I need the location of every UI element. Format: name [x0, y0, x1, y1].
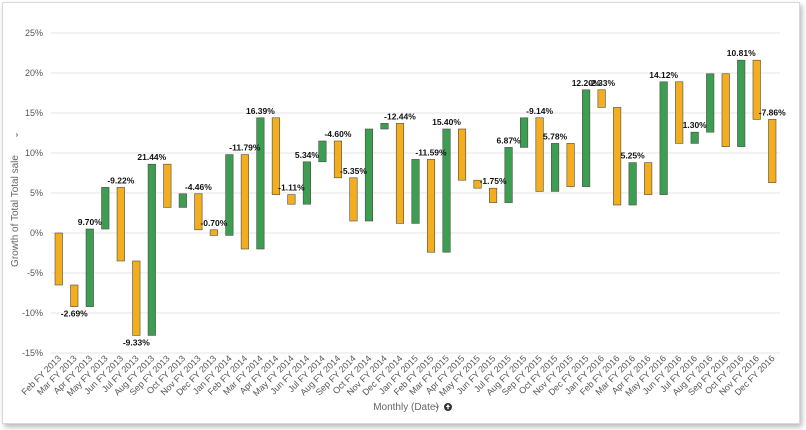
bar[interactable]	[644, 162, 653, 195]
data-label: -1.11%	[278, 183, 305, 193]
bar[interactable]	[473, 179, 482, 189]
bar[interactable]	[535, 117, 544, 192]
bar[interactable]	[147, 163, 156, 336]
data-label: 9.70%	[78, 217, 103, 227]
data-label: -5.35%	[340, 166, 367, 176]
bar[interactable]	[504, 147, 513, 203]
data-label: 12.20%	[572, 78, 601, 88]
bar[interactable]	[737, 59, 746, 147]
bar[interactable]	[411, 159, 420, 224]
bar[interactable]	[85, 228, 94, 307]
data-label: -2.69%	[61, 309, 88, 319]
y-axis-title: Growth of Total Total sale	[10, 155, 21, 267]
data-label: -11.59%	[415, 147, 447, 157]
bar[interactable]	[442, 128, 451, 253]
data-label: -7.86%	[759, 107, 786, 117]
bar[interactable]	[163, 163, 172, 208]
bar[interactable]	[349, 177, 358, 222]
data-label: -2.33%	[588, 78, 615, 88]
data-label: 5.78%	[543, 131, 568, 141]
data-label: 5.25%	[621, 151, 646, 161]
bar[interactable]	[225, 154, 234, 236]
sort-icon[interactable]	[444, 403, 452, 411]
bar[interactable]	[582, 89, 591, 187]
bar[interactable]	[70, 284, 79, 307]
data-label: 16.39%	[246, 106, 275, 116]
bar[interactable]	[489, 187, 498, 203]
bar[interactable]	[613, 107, 622, 206]
chart-frame: -15% -10% -5% 0% 5% 10% 15% 20% 25% -2.69% 9.70% -…	[2, 2, 800, 424]
waterfall-chart: -15%-10%-5%0%5%10%15%20%25% -2.69%9.70%-…	[10, 28, 786, 413]
data-label: 5.34%	[295, 150, 320, 160]
data-labels: -2.69% 9.70% -9.22% -9.33% 21.44% -4.46% -0.70…	[61, 48, 786, 347]
y-tick-label: 5%	[30, 188, 43, 198]
bar[interactable]	[597, 89, 606, 108]
bars	[54, 59, 777, 336]
x-axis-title-group[interactable]: Monthly (Date) ⌄	[373, 401, 452, 413]
bar[interactable]	[721, 73, 730, 147]
bar[interactable]	[380, 123, 389, 130]
bar[interactable]	[706, 73, 715, 133]
bar[interactable]	[178, 193, 187, 208]
y-tick-label: 20%	[25, 68, 43, 78]
y-tick-label: 10%	[25, 148, 43, 158]
data-label: -12.44%	[384, 111, 416, 121]
bar[interactable]	[364, 128, 374, 222]
y-tick-label: -15%	[22, 348, 43, 358]
bar[interactable]	[752, 59, 761, 120]
data-label: -9.14%	[526, 106, 553, 116]
bar[interactable]	[194, 193, 203, 231]
bar[interactable]	[101, 187, 110, 230]
y-tick-label: 25%	[25, 28, 43, 38]
bar[interactable]	[690, 131, 699, 144]
data-label: -11.79%	[229, 143, 261, 153]
bar[interactable]	[256, 117, 265, 250]
bar[interactable]	[302, 161, 311, 205]
bar[interactable]	[54, 232, 63, 286]
data-label: -1.75%	[480, 176, 507, 186]
bar[interactable]	[318, 140, 327, 163]
bar[interactable]	[768, 119, 777, 183]
bar[interactable]	[132, 260, 141, 336]
bar[interactable]	[520, 117, 529, 148]
bar[interactable]	[271, 117, 280, 195]
data-label: -9.22%	[107, 175, 134, 185]
bar[interactable]	[426, 159, 436, 253]
data-label: -9.33%	[123, 337, 150, 347]
chevron-down-icon: ⌄	[433, 401, 441, 411]
y-axis-title-group[interactable]: Growth of Total Total sale ⌄	[10, 131, 21, 267]
bar[interactable]	[395, 123, 405, 224]
data-label: -4.60%	[324, 129, 351, 139]
bar[interactable]	[209, 229, 218, 236]
bar[interactable]	[566, 143, 575, 187]
data-label: 15.40%	[432, 117, 461, 127]
data-label: 6.87%	[497, 135, 522, 145]
y-axis-ticks: -15% -10% -5% 0% 5% 10% 15% 20% 25%	[22, 28, 43, 358]
x-axis-title: Monthly (Date)	[373, 402, 439, 413]
y-tick-label: -10%	[22, 308, 43, 318]
bar[interactable]	[240, 154, 249, 250]
data-label: -4.46%	[185, 182, 212, 192]
y-tick-label: 15%	[25, 108, 43, 118]
data-label: 14.12%	[649, 70, 678, 80]
data-label: 1.30%	[683, 120, 708, 130]
chevron-down-icon: ⌄	[11, 131, 21, 139]
data-label: 10.81%	[727, 48, 756, 58]
y-tick-label: -5%	[27, 268, 43, 278]
bar[interactable]	[659, 81, 668, 195]
data-label: 21.44%	[137, 152, 166, 162]
bar[interactable]	[116, 187, 125, 262]
bar[interactable]	[287, 194, 296, 205]
data-label: -0.70%	[200, 218, 227, 228]
bar[interactable]	[457, 128, 467, 181]
bar[interactable]	[333, 140, 342, 179]
y-tick-label: 0%	[30, 228, 43, 238]
bar[interactable]	[675, 81, 684, 144]
bar[interactable]	[551, 143, 560, 192]
bar[interactable]	[628, 162, 637, 206]
